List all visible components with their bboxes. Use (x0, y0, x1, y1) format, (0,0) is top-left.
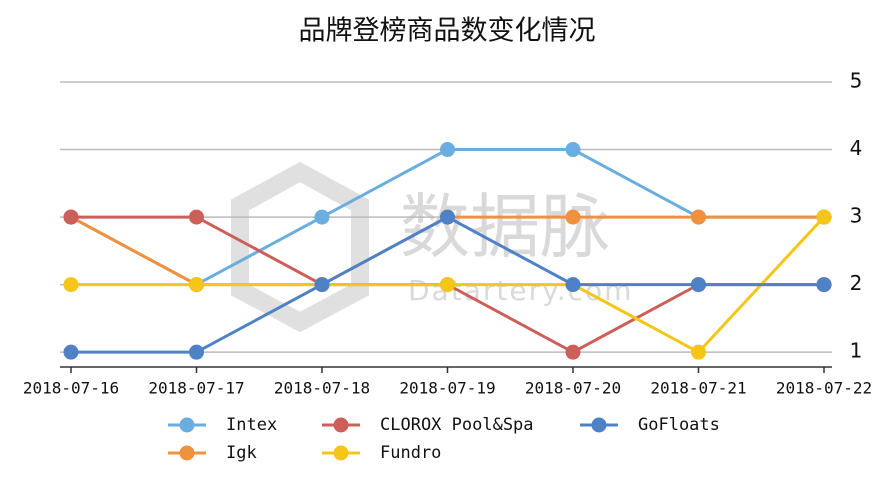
data-point (63, 344, 79, 360)
data-point (440, 277, 455, 293)
x-tick-label: 2018-07-22 (776, 379, 872, 398)
watermark-logo (231, 161, 369, 333)
data-point (314, 277, 330, 293)
legend-label: Igk (226, 443, 257, 463)
legend-marker (179, 417, 195, 433)
y-tick-label: 1 (850, 339, 863, 363)
legend-marker (179, 445, 195, 461)
data-point (816, 209, 832, 225)
x-tick-label: 2018-07-17 (148, 379, 244, 398)
legend-label: Intex (226, 415, 277, 435)
data-point (189, 277, 204, 293)
data-point (440, 142, 455, 158)
watermark-site: Datartery.com (408, 274, 633, 307)
data-point (63, 209, 79, 225)
chart-title: 品牌登榜商品数变化情况 (299, 16, 596, 47)
legend-label: CLOROX Pool&Spa (380, 415, 534, 435)
legend-marker (333, 417, 349, 433)
data-point (189, 209, 204, 225)
data-point (691, 277, 706, 293)
x-tick-label: 2018-07-16 (23, 379, 119, 398)
x-tick-label: 2018-07-20 (525, 379, 621, 398)
watermark: 数据脉 Datartery.com (231, 161, 633, 333)
data-point (691, 209, 706, 225)
legend-label: Fundro (380, 443, 441, 463)
data-point (314, 209, 330, 225)
data-point (816, 277, 832, 293)
watermark-text: 数据脉 (400, 186, 610, 268)
data-point (440, 209, 455, 225)
x-tick-label: 2018-07-19 (399, 379, 495, 398)
x-tick-label: 2018-07-18 (274, 379, 370, 398)
data-point (565, 209, 581, 225)
data-point (565, 344, 581, 360)
legend-marker (333, 445, 349, 461)
y-tick-label: 3 (850, 204, 863, 228)
data-point (565, 277, 581, 293)
y-tick-label: 4 (850, 136, 863, 160)
data-point (189, 344, 204, 360)
data-point (691, 344, 706, 360)
legend-marker (591, 417, 607, 433)
legend-label: GoFloats (638, 415, 720, 435)
x-tick-label: 2018-07-21 (650, 379, 746, 398)
data-point (63, 277, 79, 293)
y-tick-label: 5 (850, 69, 863, 93)
y-tick-label: 2 (850, 271, 863, 295)
data-point (565, 142, 581, 158)
